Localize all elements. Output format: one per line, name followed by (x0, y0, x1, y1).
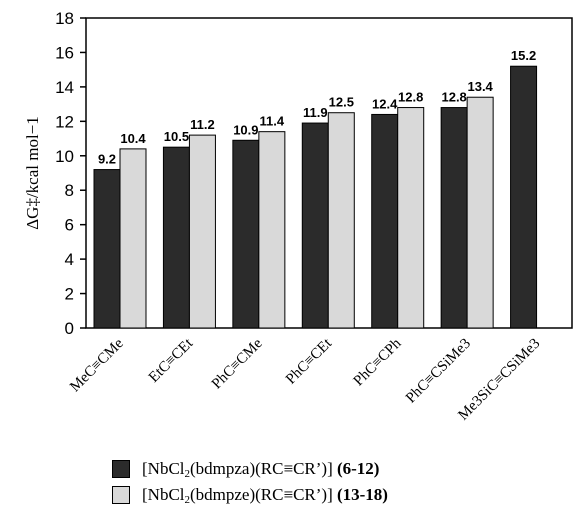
legend-swatch-series-2 (112, 486, 130, 504)
legend-item-series-1: [NbCl2(bdmpza)(RC≡CR’)] (6-12) (112, 458, 388, 480)
legend-label-series-1: [NbCl2(bdmpza)(RC≡CR’)] (6-12) (142, 459, 380, 480)
bar (327, 112, 355, 329)
bar-value-label: 10.9 (233, 122, 258, 137)
chart-tick-labels: 0 2 4 6 8 10 12 14 16 18 (55, 9, 74, 338)
legend-label-series-2: [NbCl2(bdmpze)(RC≡CR’)] (13-18) (142, 485, 388, 506)
bar (258, 131, 286, 329)
bar-value-label: 9.2 (98, 152, 116, 167)
y-axis-label: ΔG‡/kcal mol−1 (23, 116, 42, 230)
bar-value-label: 12.4 (372, 96, 398, 111)
bar (93, 169, 121, 329)
bar-value-label: 11.2 (190, 117, 215, 132)
bar-value-label: 10.4 (120, 131, 146, 146)
legend-swatch-series-1 (112, 460, 130, 478)
bar-value-label: 13.4 (467, 79, 493, 94)
chart-bars (93, 65, 538, 329)
y-tick-label: 10 (55, 147, 74, 166)
bar (510, 65, 538, 329)
y-tick-label: 4 (65, 250, 74, 269)
bar (162, 146, 190, 329)
y-tick-label: 2 (65, 285, 74, 304)
y-tick-label: 16 (55, 43, 74, 62)
category-label: PhC≡CEt (283, 335, 336, 388)
category-label: MeC≡CMe (67, 335, 127, 395)
y-tick-label: 6 (65, 216, 74, 235)
category-label: EtC≡CEt (146, 335, 197, 386)
legend-item-series-2: [NbCl2(bdmpze)(RC≡CR’)] (13-18) (112, 484, 388, 506)
bar-value-label: 12.8 (441, 90, 466, 105)
category-label: PhC≡CMe (209, 335, 266, 392)
bar (188, 134, 216, 329)
bar-value-label: 15.2 (511, 48, 536, 63)
chart-data-labels: 9.210.4 10.511.2 10.911.411.912.5 12.4 12.8 1… (98, 48, 536, 166)
bar (301, 122, 329, 329)
y-tick-label: 8 (65, 181, 74, 200)
y-tick-label: 0 (65, 319, 74, 338)
legend: [NbCl2(bdmpza)(RC≡CR’)] (6-12) [NbCl2(bd… (112, 458, 388, 510)
bar-value-label: 11.4 (260, 114, 285, 129)
y-tick-label: 12 (55, 112, 74, 131)
category-label: PhC≡CPh (351, 335, 405, 389)
bar (119, 148, 147, 329)
bar (371, 113, 399, 329)
bar-value-label: 10.5 (164, 129, 189, 144)
bar (466, 96, 494, 329)
bar-value-label: 12.8 (398, 90, 423, 105)
chart-category-labels: MeC≡CMe EtC≡CEt PhC≡CMe PhC≡CEt PhC≡CPhPhC≡C… (67, 335, 543, 424)
category-label: PhC≡CSiMe3 (403, 336, 474, 407)
y-tick-label: 14 (55, 78, 74, 97)
bar (440, 107, 468, 329)
bar-value-label: 11.9 (303, 105, 328, 120)
y-tick-label: 18 (55, 9, 74, 28)
bar-value-label: 12.5 (329, 95, 354, 110)
bar (232, 139, 260, 329)
bar (397, 107, 425, 329)
